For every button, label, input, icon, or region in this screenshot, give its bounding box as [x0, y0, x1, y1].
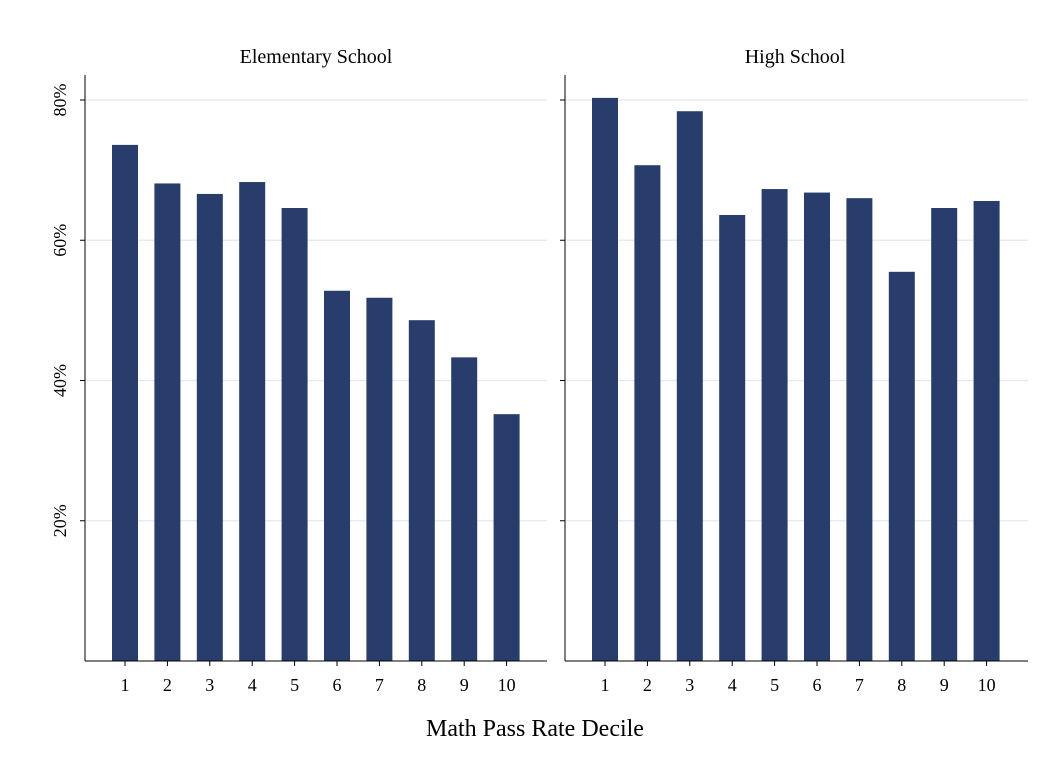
bar	[154, 183, 181, 662]
gridlines	[86, 99, 1028, 522]
bar	[973, 200, 1000, 662]
y-tick-label: 40%	[50, 364, 70, 397]
tick-labels: 1 2 3 4 5 6 7 8 9 10 1 2 3 4 5 6 7 8 9 10 20% 40% 60% 80%	[50, 84, 996, 696]
y-tick-label: 20%	[50, 504, 70, 537]
x-tick-label: 7	[855, 675, 864, 695]
bar	[846, 198, 873, 662]
bar	[761, 189, 788, 661]
x-tick-label: 6	[813, 675, 822, 695]
x-tick-label: 5	[770, 675, 779, 695]
x-tick-label: 2	[163, 675, 172, 695]
bar	[196, 193, 223, 661]
bar	[324, 290, 350, 661]
x-tick-label: 7	[375, 675, 384, 695]
bar	[804, 192, 830, 661]
bar	[634, 165, 661, 661]
axes	[80, 75, 1028, 666]
y-tick-label: 60%	[50, 224, 70, 257]
bar	[408, 320, 435, 661]
bars	[112, 97, 1000, 662]
x-tick-label: 5	[290, 675, 299, 695]
x-axis-title: Math Pass Rate Decile	[426, 716, 644, 742]
x-tick-label: 6	[333, 675, 342, 695]
x-tick-label: 4	[248, 675, 257, 695]
x-tick-label: 10	[978, 675, 996, 695]
bar	[931, 207, 958, 661]
bar	[676, 111, 703, 662]
bar	[451, 357, 478, 661]
bar	[719, 215, 746, 661]
x-tick-label: 3	[205, 675, 214, 695]
x-tick-label: 9	[940, 675, 949, 695]
bar	[888, 271, 915, 661]
x-tick-label: 3	[685, 675, 694, 695]
x-tick-label: 1	[121, 675, 130, 695]
x-tick-label: 2	[643, 675, 652, 695]
y-tick-label: 80%	[50, 84, 70, 117]
x-tick-label: 8	[897, 675, 906, 695]
x-tick-label: 4	[728, 675, 737, 695]
x-tick-label: 8	[417, 675, 426, 695]
panel-title-elementary: Elementary School	[240, 46, 393, 68]
bar	[592, 97, 618, 662]
bar	[281, 207, 308, 661]
x-tick-label: 10	[498, 675, 516, 695]
x-tick-label: 1	[601, 675, 610, 695]
bar	[239, 182, 266, 661]
bar	[112, 144, 138, 661]
x-tick-label: 9	[460, 675, 469, 695]
bar	[366, 297, 393, 661]
panel-title-high-school: High School	[745, 46, 846, 68]
bar	[493, 414, 520, 661]
